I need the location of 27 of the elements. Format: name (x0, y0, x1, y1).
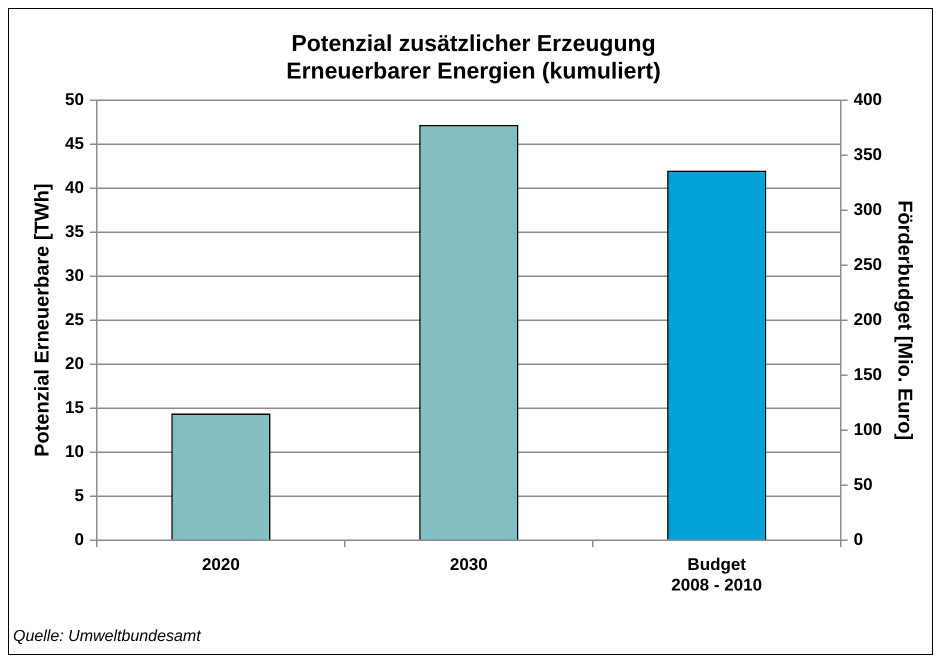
y2-axis-title: Förderbudget [Mio. Euro] (893, 200, 916, 440)
x-tick-label: 2030 (450, 555, 488, 574)
chart-title: Potenzial zusätzlicher Erzeugung Erneuerbarer Energien (kumuliert) (286, 30, 661, 84)
y2-tick-label: 350 (854, 144, 882, 164)
y2-tick-label: 250 (854, 254, 882, 274)
y-tick-label: 30 (64, 266, 84, 285)
source-note: Quelle: Umweltbundesamt (13, 628, 201, 646)
y2-tick-label: 150 (854, 364, 882, 384)
x-tick-label: 2020 (202, 555, 240, 574)
y2-tick-label: 100 (854, 420, 882, 439)
y2-tick-label: 0 (854, 530, 864, 549)
y2-tick-label: 50 (854, 474, 873, 494)
y-tick-label: 10 (64, 442, 84, 461)
y-tick-label: 25 (64, 310, 84, 329)
y2-tick-label: 300 (854, 200, 882, 219)
y-tick-label: 50 (64, 90, 84, 109)
y2-tick-label: 400 (854, 90, 882, 109)
y-tick-label: 40 (64, 178, 84, 197)
y-tick-label: 0 (74, 530, 84, 549)
y-tick-label: 5 (74, 486, 84, 505)
y-tick-label: 15 (64, 398, 84, 417)
y-tick-label: 45 (64, 134, 84, 153)
y-axis-title: Potenzial Erneuerbare [TWh] (32, 184, 54, 457)
x-tick-label: Budget 2008 - 2010 (671, 555, 762, 594)
y-tick-label: 35 (64, 222, 84, 241)
y-tick-label: 20 (64, 354, 84, 373)
y2-tick-label: 200 (854, 310, 882, 329)
